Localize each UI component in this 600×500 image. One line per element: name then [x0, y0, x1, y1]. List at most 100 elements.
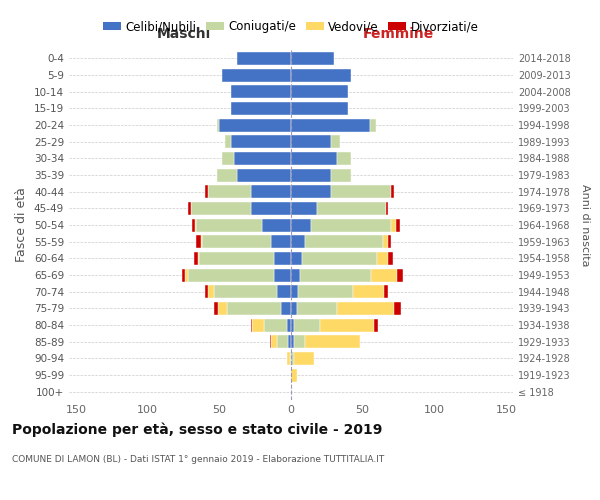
Bar — [214, 285, 277, 298]
Bar — [262, 218, 291, 232]
Bar — [192, 218, 195, 232]
Bar — [311, 218, 391, 232]
Bar — [277, 335, 288, 348]
Bar — [236, 168, 291, 181]
Bar — [225, 135, 231, 148]
Bar — [291, 102, 348, 115]
Bar — [394, 302, 401, 315]
Bar — [287, 318, 291, 332]
Bar — [291, 168, 331, 181]
Bar — [291, 235, 305, 248]
Bar — [281, 302, 291, 315]
Bar — [331, 185, 391, 198]
Bar — [287, 352, 290, 365]
Bar — [291, 285, 298, 298]
Bar — [291, 152, 337, 165]
Bar — [231, 135, 291, 148]
Bar — [208, 185, 251, 198]
Bar — [222, 152, 234, 165]
Bar — [294, 318, 320, 332]
Bar — [214, 302, 218, 315]
Bar — [191, 202, 251, 215]
Bar — [291, 352, 294, 365]
Bar — [231, 85, 291, 98]
Bar — [291, 335, 294, 348]
Text: Popolazione per età, sesso e stato civile - 2019: Popolazione per età, sesso e stato civil… — [12, 422, 382, 437]
Bar — [370, 118, 376, 132]
Bar — [331, 168, 351, 181]
Bar — [218, 302, 227, 315]
Bar — [208, 285, 214, 298]
Bar — [222, 68, 291, 82]
Bar — [253, 318, 264, 332]
Bar — [391, 218, 395, 232]
Bar — [195, 218, 196, 232]
Bar — [291, 218, 311, 232]
Bar — [291, 252, 302, 265]
Y-axis label: Fasce di età: Fasce di età — [16, 188, 28, 262]
Bar — [291, 185, 331, 198]
Bar — [194, 252, 198, 265]
Text: Femmine: Femmine — [363, 28, 434, 42]
Bar — [288, 335, 291, 348]
Bar — [227, 302, 281, 315]
Bar — [291, 268, 299, 281]
Bar — [291, 135, 331, 148]
Bar — [217, 168, 236, 181]
Bar — [377, 252, 388, 265]
Bar — [291, 52, 334, 65]
Bar — [264, 318, 287, 332]
Bar — [271, 235, 291, 248]
Bar — [371, 268, 397, 281]
Bar — [274, 252, 291, 265]
Bar — [299, 268, 371, 281]
Bar — [196, 235, 201, 248]
Bar — [391, 185, 394, 198]
Bar — [305, 235, 383, 248]
Y-axis label: Anni di nascita: Anni di nascita — [580, 184, 590, 266]
Bar — [236, 52, 291, 65]
Bar — [231, 102, 291, 115]
Bar — [297, 302, 337, 315]
Bar — [305, 335, 360, 348]
Bar — [291, 302, 297, 315]
Bar — [386, 202, 388, 215]
Bar — [205, 185, 208, 198]
Bar — [397, 268, 403, 281]
Bar — [374, 318, 379, 332]
Bar — [196, 218, 262, 232]
Bar — [302, 252, 377, 265]
Bar — [353, 285, 384, 298]
Bar — [294, 335, 305, 348]
Bar — [205, 285, 208, 298]
Bar — [188, 202, 191, 215]
Bar — [234, 152, 291, 165]
Text: Maschi: Maschi — [157, 28, 211, 42]
Bar — [298, 285, 353, 298]
Bar — [251, 318, 253, 332]
Bar — [271, 335, 277, 348]
Bar — [384, 285, 388, 298]
Bar — [291, 318, 294, 332]
Bar — [201, 235, 202, 248]
Bar — [182, 268, 185, 281]
Bar — [291, 68, 351, 82]
Bar — [388, 235, 391, 248]
Bar — [383, 235, 388, 248]
Legend: Celibi/Nubili, Coniugati/e, Vedovi/e, Divorziati/e: Celibi/Nubili, Coniugati/e, Vedovi/e, Di… — [98, 16, 484, 38]
Bar — [277, 285, 291, 298]
Bar — [199, 252, 274, 265]
Bar — [185, 268, 188, 281]
Bar — [331, 135, 340, 148]
Bar — [320, 318, 374, 332]
Bar — [251, 185, 291, 198]
Bar — [291, 85, 348, 98]
Bar — [198, 252, 199, 265]
Bar — [294, 352, 314, 365]
Bar — [290, 352, 291, 365]
Bar — [291, 202, 317, 215]
Bar — [217, 118, 220, 132]
Bar — [388, 252, 392, 265]
Bar — [251, 202, 291, 215]
Bar — [202, 235, 271, 248]
